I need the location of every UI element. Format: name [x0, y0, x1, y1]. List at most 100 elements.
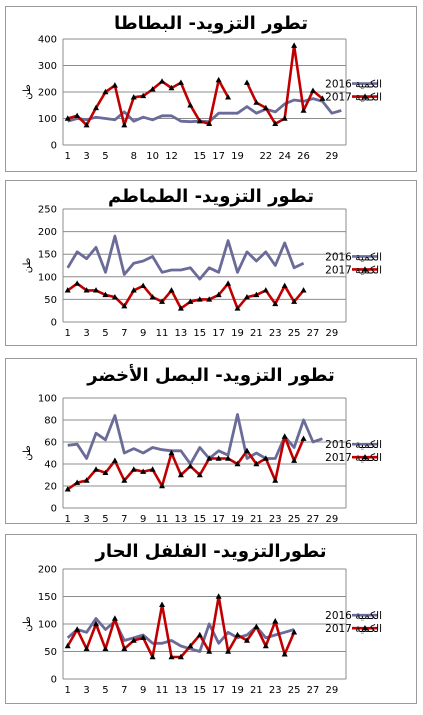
x-tick-label: 27 [307, 685, 320, 696]
data-point [253, 291, 260, 298]
data-point [215, 291, 222, 298]
y-tick-label: 100 [38, 114, 57, 125]
legend-label: الكمية 2017 [325, 92, 382, 104]
x-tick-label: 23 [269, 514, 282, 523]
data-point [168, 287, 175, 293]
x-tick-label: 11 [156, 328, 169, 339]
data-point [83, 477, 90, 483]
data-point [234, 631, 241, 638]
data-point [243, 79, 250, 85]
x-tick-label: 17 [212, 514, 225, 523]
data-point [83, 121, 90, 128]
x-tick-label: 17 [212, 151, 225, 162]
data-point [225, 648, 232, 654]
data-point [196, 471, 203, 478]
data-point [149, 86, 156, 92]
data-point [130, 94, 137, 100]
chart-panel-tomato: تطور التزويد- الطماطم 0 50 100 150 200 250 1 3 5 7… [5, 180, 417, 346]
chart-panel-hot-pepper: تطورالتزويد- الفلفل الحار 0 50 100 150 200 1 3 5… [5, 534, 417, 704]
x-tick-label: 23 [269, 328, 282, 339]
x-tick-label: 13 [175, 514, 188, 523]
data-point [234, 305, 241, 311]
y-tick-label: 0 [51, 504, 57, 515]
y-tick-label: 200 [38, 565, 57, 576]
legend-label: الكمية 2017 [325, 623, 382, 635]
data-point [262, 287, 269, 293]
x-tick-label: 19 [231, 328, 244, 339]
y-tick-label: 80 [44, 416, 57, 427]
y-tick-label: 400 [38, 35, 57, 46]
x-tick-label: 21 [250, 514, 263, 523]
x-tick-label: 3 [83, 151, 89, 162]
data-point [111, 82, 118, 88]
y-tick-label: 200 [38, 227, 57, 238]
x-tick-label: 24 [278, 151, 291, 162]
chart-title: تطور التزويد- الطماطم [108, 186, 314, 207]
x-tick-label: 3 [83, 685, 89, 696]
data-point [177, 79, 184, 85]
y-tick-label: 150 [38, 592, 57, 603]
data-point [281, 115, 288, 121]
x-tick-label: 29 [325, 514, 338, 523]
data-point [140, 468, 147, 474]
x-tick-label: 3 [83, 514, 89, 523]
series-line-2 [66, 435, 305, 491]
data-point [111, 615, 118, 621]
legend-label: الكمية 2016 [325, 610, 382, 622]
x-tick-label: 19 [231, 151, 244, 162]
x-tick-label: 13 [175, 685, 188, 696]
data-point [159, 482, 166, 489]
y-tick-label: 0 [51, 318, 57, 329]
x-tick-label: 23 [269, 685, 282, 696]
data-point [253, 623, 260, 629]
data-point [206, 648, 213, 654]
chart-title: تطور التزويد- البطاطا [114, 13, 308, 34]
y-tick-label: 20 [44, 482, 57, 493]
data-point [281, 282, 288, 289]
data-point [111, 457, 118, 463]
data-point [168, 449, 175, 456]
data-point [121, 477, 128, 483]
chart-title: تطور التزويد- البصل الأخضر [86, 364, 335, 386]
x-tick-label: 15 [193, 328, 206, 339]
x-tick-label: 7 [121, 514, 127, 523]
legend-label: الكمية 2017 [325, 452, 382, 464]
y-tick-label: 300 [38, 61, 57, 72]
data-point [130, 466, 137, 472]
data-point [102, 469, 109, 475]
x-tick-label: 1 [65, 685, 71, 696]
chart-panel-potato: تطور التزويد- البطاطا 0 100 200 300 400 1 3 5 8 10… [5, 6, 417, 172]
y-tick-label: 150 [38, 250, 57, 261]
data-point [272, 477, 279, 483]
x-tick-label: 21 [250, 685, 263, 696]
data-point [196, 117, 203, 124]
y-axis-label: طن [22, 84, 33, 100]
data-point [74, 280, 81, 286]
data-point [93, 466, 100, 472]
data-point [121, 645, 128, 651]
data-point [243, 637, 250, 643]
data-point [149, 293, 156, 300]
data-point [177, 471, 184, 478]
y-tick-label: 50 [44, 647, 57, 658]
x-tick-label: 29 [325, 151, 338, 162]
data-point [159, 298, 166, 304]
y-tick-label: 50 [44, 295, 57, 306]
x-tick-label: 9 [140, 328, 146, 339]
data-point [168, 84, 175, 91]
legend-label: الكمية 2017 [325, 264, 382, 276]
data-point [64, 115, 71, 121]
x-tick-label: 25 [288, 514, 301, 523]
data-point [177, 653, 184, 660]
x-tick-label: 5 [102, 514, 108, 523]
x-tick-label: 29 [325, 685, 338, 696]
data-point [140, 92, 147, 99]
data-point [234, 460, 241, 467]
data-point [272, 300, 279, 307]
data-point [253, 99, 260, 105]
data-point [215, 593, 222, 599]
data-point [196, 296, 203, 302]
legend-label: الكمية 2016 [325, 79, 382, 91]
x-tick-label: 12 [165, 151, 178, 162]
